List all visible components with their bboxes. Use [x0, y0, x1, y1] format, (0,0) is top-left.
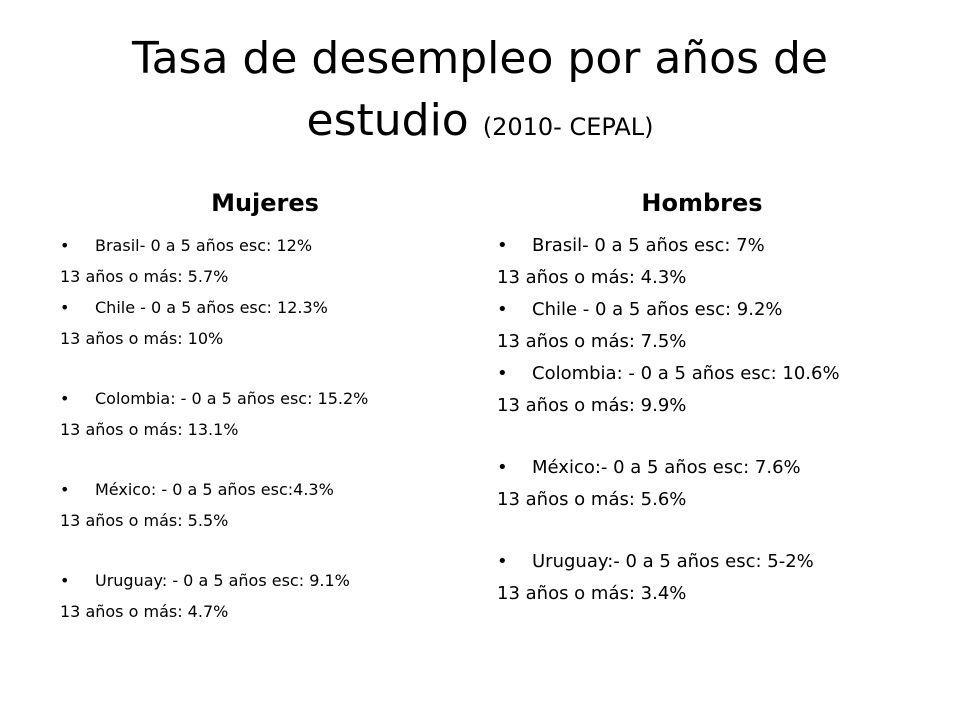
bullet-item: • Brasil- 0 a 5 años esc: 7% [497, 230, 937, 262]
bullet-icon: • [497, 299, 508, 320]
bullet-icon: • [60, 571, 70, 590]
bullet-icon: • [60, 480, 70, 499]
sub-line: 13 años o más: 3.4% [497, 583, 687, 604]
bullet-icon: • [497, 363, 508, 384]
mujeres-column: • Brasil- 0 a 5 años esc: 12% 13 años o m… [60, 230, 480, 627]
bullet-item: • Uruguay:- 0 a 5 años esc: 5-2% [497, 546, 937, 578]
bullet-icon: • [497, 235, 508, 256]
sub-line: 13 años o más: 13.1% [60, 420, 239, 439]
bullet-text: Chile - 0 a 5 años esc: 12.3% [95, 298, 328, 317]
hombres-entry-brasil: • Brasil- 0 a 5 años esc: 7% 13 años o má… [497, 230, 937, 294]
bullet-icon: • [60, 236, 70, 255]
mujeres-entry-mexico: • México: - 0 a 5 años esc:4.3% 13 años o… [60, 474, 480, 536]
mujeres-entry-chile: • Chile - 0 a 5 años esc: 12.3% 13 años o… [60, 292, 480, 354]
bullet-icon: • [60, 389, 70, 408]
mujeres-entry-colombia: • Colombia: - 0 a 5 años esc: 15.2% 13 añ… [60, 383, 480, 445]
title-source: (2010- CEPAL) [482, 113, 654, 141]
hombres-header: Hombres [641, 189, 763, 217]
bullet-icon: • [497, 457, 508, 478]
bullet-text: Uruguay:- 0 a 5 años esc: 5-2% [532, 551, 814, 572]
mujeres-entry-uruguay: • Uruguay: - 0 a 5 años esc: 9.1% 13 años… [60, 565, 480, 627]
bullet-text: Colombia: - 0 a 5 años esc: 10.6% [532, 363, 840, 384]
mujeres-entry-brasil: • Brasil- 0 a 5 años esc: 12% 13 años o m… [60, 230, 480, 292]
bullet-icon: • [497, 551, 508, 572]
hombres-entry-chile: • Chile - 0 a 5 años esc: 9.2% 13 años o … [497, 294, 937, 358]
mujeres-header: Mujeres [211, 189, 319, 217]
sub-line: 13 años o más: 10% [60, 329, 224, 348]
hombres-column: • Brasil- 0 a 5 años esc: 7% 13 años o má… [497, 230, 937, 610]
sub-line: 13 años o más: 5.6% [497, 489, 687, 510]
hombres-entry-mexico: • México:- 0 a 5 años esc: 7.6% 13 años o… [497, 452, 937, 516]
bullet-item: • Chile - 0 a 5 años esc: 9.2% [497, 294, 937, 326]
bullet-item: • México: - 0 a 5 años esc:4.3% [60, 474, 480, 505]
bullet-icon: • [60, 298, 70, 317]
bullet-item: • Brasil- 0 a 5 años esc: 12% [60, 230, 480, 261]
bullet-text: México:- 0 a 5 años esc: 7.6% [532, 457, 801, 478]
bullet-item: • Uruguay: - 0 a 5 años esc: 9.1% [60, 565, 480, 596]
title-line-2: estudio [306, 95, 469, 146]
bullet-text: Brasil- 0 a 5 años esc: 12% [95, 236, 313, 255]
sub-line: 13 años o más: 5.7% [60, 267, 229, 286]
bullet-text: Chile - 0 a 5 años esc: 9.2% [532, 299, 783, 320]
sub-line: 13 años o más: 7.5% [497, 331, 687, 352]
sub-line: 13 años o más: 5.5% [60, 511, 229, 530]
bullet-text: México: - 0 a 5 años esc:4.3% [95, 480, 334, 499]
bullet-text: Colombia: - 0 a 5 años esc: 15.2% [95, 389, 369, 408]
bullet-item: • Chile - 0 a 5 años esc: 12.3% [60, 292, 480, 323]
bullet-item: • México:- 0 a 5 años esc: 7.6% [497, 452, 937, 484]
bullet-text: Uruguay: - 0 a 5 años esc: 9.1% [95, 571, 350, 590]
title-line-1: Tasa de desempleo por años de [131, 33, 828, 84]
sub-line: 13 años o más: 4.3% [497, 267, 687, 288]
sub-line: 13 años o más: 4.7% [60, 602, 229, 621]
slide-title: Tasa de desempleo por años de estudio (2… [0, 28, 960, 158]
bullet-text: Brasil- 0 a 5 años esc: 7% [532, 235, 765, 256]
bullet-item: • Colombia: - 0 a 5 años esc: 10.6% [497, 358, 937, 390]
bullet-item: • Colombia: - 0 a 5 años esc: 15.2% [60, 383, 480, 414]
hombres-entry-colombia: • Colombia: - 0 a 5 años esc: 10.6% 13 añ… [497, 358, 937, 422]
sub-line: 13 años o más: 9.9% [497, 395, 687, 416]
hombres-entry-uruguay: • Uruguay:- 0 a 5 años esc: 5-2% 13 años … [497, 546, 937, 610]
